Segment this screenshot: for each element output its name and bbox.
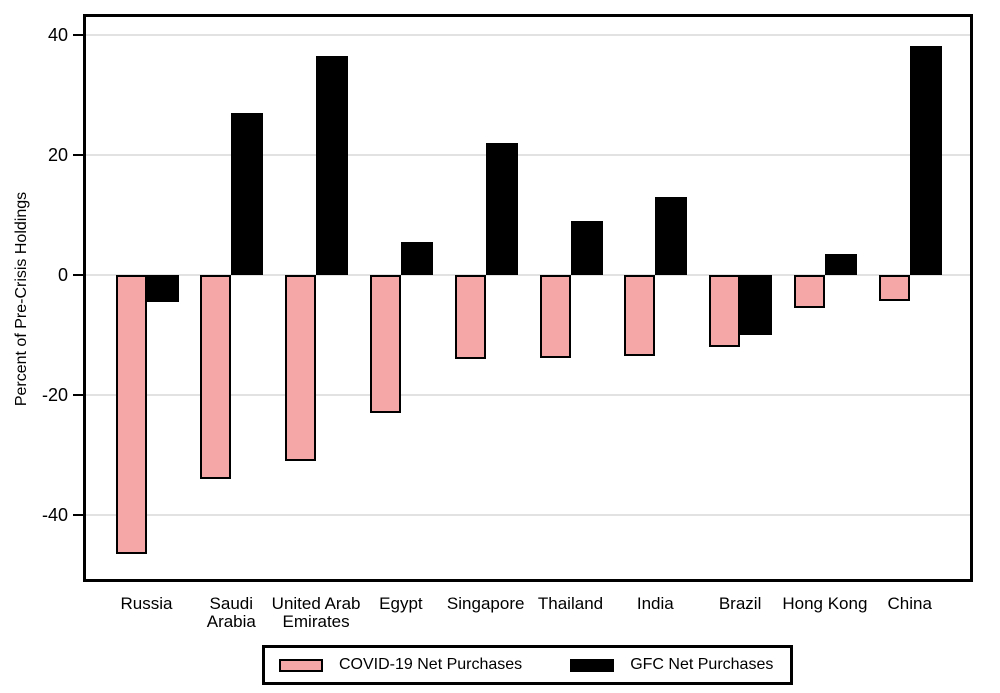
- y-tick-20: [73, 154, 83, 157]
- bar-gfc-thailand: [570, 221, 603, 276]
- bar-covid-china: [878, 275, 910, 301]
- bar-gfc-india: [655, 197, 688, 276]
- bar-gfc-china: [909, 45, 942, 276]
- legend-swatch-gfc: [570, 658, 615, 672]
- bar-gfc-saudi-arabia: [231, 113, 264, 276]
- gridline--40: [86, 514, 970, 517]
- legend-label-covid: COVID-19 Net Purchases: [339, 656, 523, 673]
- bar-gfc-brazil: [740, 275, 773, 336]
- y-tick--20: [73, 394, 83, 397]
- y-tick-label-20: 20: [47, 145, 68, 166]
- plot-area: [83, 14, 973, 582]
- bar-covid-united-arab-emirates: [285, 275, 317, 462]
- y-tick-label-40: 40: [47, 25, 68, 45]
- bar-covid-singapore: [454, 275, 486, 360]
- bar-covid-thailand: [539, 275, 571, 359]
- gridline-20: [86, 154, 970, 157]
- gridline-40: [86, 34, 970, 36]
- x-label-russia: Russia: [120, 594, 173, 613]
- y-tick-label-0: 0: [57, 265, 68, 286]
- x-label-egypt: Egypt: [379, 594, 423, 613]
- x-label-thailand: Thailand: [537, 594, 604, 613]
- bar-gfc-hong-kong: [824, 254, 857, 276]
- x-label-singapore: Singapore: [446, 594, 525, 613]
- x-label-united-arab-emirates: United Arab Emirates: [271, 594, 361, 631]
- bar-gfc-russia: [146, 275, 179, 303]
- bar-gfc-egypt: [400, 242, 433, 276]
- bar-covid-hong-kong: [793, 275, 825, 309]
- x-label-india: India: [636, 594, 674, 613]
- y-tick-0: [73, 274, 83, 277]
- y-tick--40: [73, 514, 83, 517]
- legend-box: COVID-19 Net Purchases GFC Net Purchases: [262, 645, 793, 685]
- legend-swatch-covid: [279, 658, 323, 672]
- x-label-hong-kong: Hong Kong: [782, 594, 868, 613]
- bar-covid-saudi-arabia: [200, 275, 232, 480]
- x-label-saudi-arabia: Saudi Arabia: [206, 594, 256, 631]
- bar-gfc-singapore: [485, 143, 518, 276]
- bar-covid-brazil: [709, 275, 741, 348]
- x-axis-labels: Russia Saudi Arabia United Arab Emirates Egyp…: [86, 595, 970, 635]
- bar-gfc-united-arab-emirates: [316, 56, 349, 276]
- bar-covid-india: [624, 275, 656, 357]
- y-tick-label--40: -40: [41, 505, 68, 526]
- bar-covid-russia: [115, 275, 147, 555]
- bar-covid-egypt: [369, 275, 401, 414]
- y-tick-40: [73, 34, 83, 36]
- gridline-0: [86, 274, 970, 277]
- x-label-brazil: Brazil: [718, 594, 762, 613]
- legend-label-gfc: GFC Net Purchases: [630, 656, 774, 673]
- x-label-china: China: [887, 594, 932, 613]
- y-tick-label--20: -20: [41, 385, 68, 406]
- gridline--20: [86, 394, 970, 397]
